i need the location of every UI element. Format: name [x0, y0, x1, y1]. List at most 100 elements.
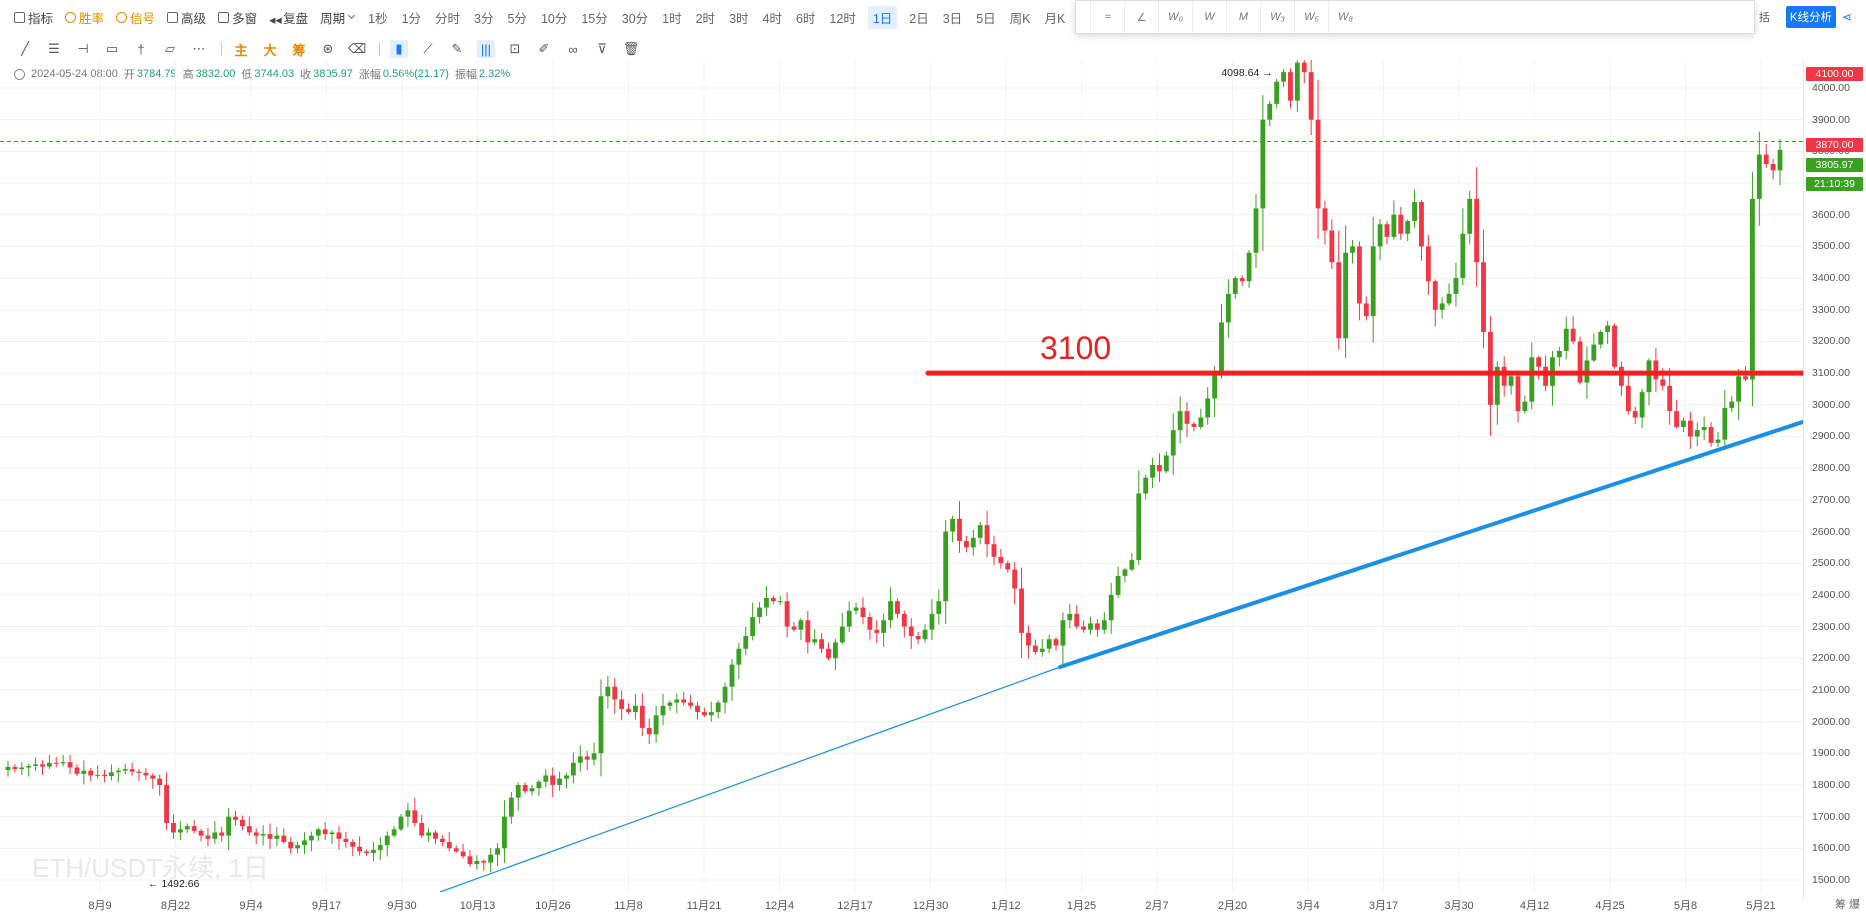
period-option[interactable]: 30分 — [621, 11, 649, 26]
time-tick: 9月30 — [387, 900, 417, 912]
candle-body — [867, 617, 873, 630]
price-tick: 2700.00 — [1812, 493, 1850, 506]
period-option[interactable]: 6时 — [795, 11, 816, 26]
time-tick: 12月30 — [912, 900, 949, 912]
candle-body — [936, 601, 942, 614]
ruler-icon[interactable]: ⟋ — [423, 41, 433, 56]
candle-body — [1225, 293, 1231, 323]
candle-body — [1412, 202, 1417, 222]
time-axis[interactable]: 8月9 8月22 9月4 9月17 9月30 10月13 10月26 11月8 11月21 12月… — [0, 892, 1803, 918]
period-option[interactable]: 5分 — [507, 11, 527, 26]
drawing-toolbar: ╱ ☰ ⊣ ▭ † ▱ ⋯ 主 大 筹 ⊛ ⌫ ▮ ⟋ ✎ ||| ⊡ ✐ ∞ … — [0, 36, 660, 62]
candle-body — [784, 601, 790, 627]
pattern-tool-3[interactable]: W₀ — [1158, 1, 1192, 33]
pattern-tool-6[interactable]: W₃ — [1260, 1, 1294, 33]
more-icon[interactable]: ⋯ — [192, 41, 206, 56]
low-marker-label: ← 1492.66 — [148, 878, 200, 890]
eraser-icon[interactable]: ⌫ — [347, 41, 367, 56]
share-icon[interactable]: ⋖ — [1842, 10, 1853, 24]
candle-body — [1715, 439, 1721, 443]
candle-body — [1129, 560, 1135, 570]
multi-window-button[interactable]: 多窗 — [218, 8, 257, 27]
period-option[interactable]: 15分 — [581, 11, 608, 26]
horizontal-line-icon[interactable]: ⊣ — [77, 41, 89, 56]
candle-body — [908, 626, 914, 637]
magnet-icon[interactable]: ⊛ — [322, 41, 334, 56]
pattern-tool-8[interactable]: W₈ — [1328, 1, 1362, 33]
pen-icon[interactable]: ✎ — [451, 41, 463, 56]
filter-icon[interactable]: ⊽ — [597, 41, 607, 56]
period-option[interactable]: 分时 — [435, 11, 461, 26]
period-option[interactable]: 4时 — [762, 11, 782, 26]
candle-body — [67, 762, 73, 768]
candle-body — [860, 607, 866, 618]
period-option[interactable]: 3分 — [474, 11, 494, 26]
link-icon[interactable]: ∞ — [568, 41, 578, 57]
replay-button[interactable]: ◂◂ 复盘 — [269, 8, 308, 27]
period-option[interactable]: 3日 — [942, 11, 963, 26]
kuo-label[interactable]: 括 — [1758, 12, 1770, 24]
period-option[interactable]: 周K — [1009, 11, 1031, 26]
pattern-tool-7[interactable]: W₅ — [1294, 1, 1328, 33]
period-option[interactable]: 12时 — [829, 11, 856, 26]
rectangle-icon[interactable]: ▭ — [105, 41, 119, 56]
pattern-tool-5[interactable]: M — [1226, 1, 1260, 33]
pattern-tool-4[interactable]: W — [1192, 1, 1226, 33]
period-dropdown[interactable]: 周期 — [320, 8, 356, 27]
candle-body — [502, 816, 507, 849]
candles-icon[interactable]: ||| — [477, 40, 495, 58]
trash-icon[interactable]: 🗑 — [622, 41, 640, 56]
candle-body — [95, 774, 101, 776]
kline-analysis-button[interactable]: K线分析 — [1785, 6, 1836, 28]
pattern-tool-2[interactable]: ∠ — [1124, 1, 1158, 33]
candle-body — [1184, 411, 1190, 424]
indicator-button[interactable]: 指标 — [14, 8, 53, 27]
period-option[interactable]: 月K — [1044, 11, 1066, 26]
chips-button[interactable]: 筹 — [292, 42, 306, 58]
price-tick: 2200.00 — [1812, 652, 1850, 665]
advanced-button[interactable]: 高级 — [167, 8, 206, 27]
candle-body — [1536, 357, 1542, 367]
lock-icon[interactable]: ⊡ — [509, 41, 521, 56]
bottom-right-controls[interactable]: 筹 爆 — [1834, 899, 1860, 911]
period-option[interactable]: 1秒 — [368, 11, 388, 26]
parallel-lines-icon[interactable]: ☰ — [48, 41, 60, 56]
candle-body — [1074, 613, 1080, 627]
win-rate-button[interactable]: 胜率 — [65, 8, 104, 27]
period-option[interactable]: 2日 — [909, 11, 929, 26]
line-tool-icon[interactable]: ╱ — [21, 41, 29, 56]
main-force-button[interactable]: 主 — [234, 42, 248, 58]
candlestick-chart[interactable] — [0, 60, 1803, 892]
candle-body — [446, 841, 452, 849]
bookmark-icon[interactable]: ▮ — [390, 40, 408, 58]
period-option[interactable]: 5日 — [976, 11, 996, 26]
candle-body — [1163, 455, 1169, 472]
collapse-icon[interactable] — [14, 68, 25, 80]
period-option[interactable]: 3时 — [729, 11, 749, 26]
signal-button[interactable]: 信号 — [116, 8, 155, 27]
period-option[interactable]: 10分 — [540, 11, 568, 26]
pattern-tool-1[interactable]: ≈ — [1090, 1, 1124, 33]
period-option[interactable]: 1时 — [662, 11, 682, 26]
candle-body — [1232, 278, 1238, 294]
candle-body — [1494, 366, 1500, 405]
candle-body — [5, 766, 11, 771]
candle-body — [522, 784, 528, 792]
parallelogram-icon[interactable]: ▱ — [165, 41, 175, 56]
level-annotation[interactable]: 3100 — [1040, 330, 1112, 366]
period-option[interactable]: 1分 — [401, 11, 422, 26]
period-option[interactable]: 1日 — [867, 5, 898, 29]
candle-body — [984, 525, 990, 545]
candle-body — [1667, 385, 1673, 412]
high-label: 高 — [182, 69, 194, 81]
candle-body — [246, 826, 252, 833]
time-tick: 3月30 — [1444, 900, 1474, 912]
note-icon[interactable]: ✐ — [538, 41, 550, 56]
price-axis[interactable]: 4000.003900.003800.003700.003600.003500.… — [1803, 60, 1866, 900]
price-tick: 1800.00 — [1812, 778, 1850, 791]
big-order-button[interactable]: 大 — [263, 42, 277, 58]
candle-body — [205, 835, 211, 839]
vertical-line-icon[interactable]: † — [137, 41, 145, 57]
period-option[interactable]: 2时 — [695, 11, 716, 26]
candle-body — [577, 756, 583, 763]
